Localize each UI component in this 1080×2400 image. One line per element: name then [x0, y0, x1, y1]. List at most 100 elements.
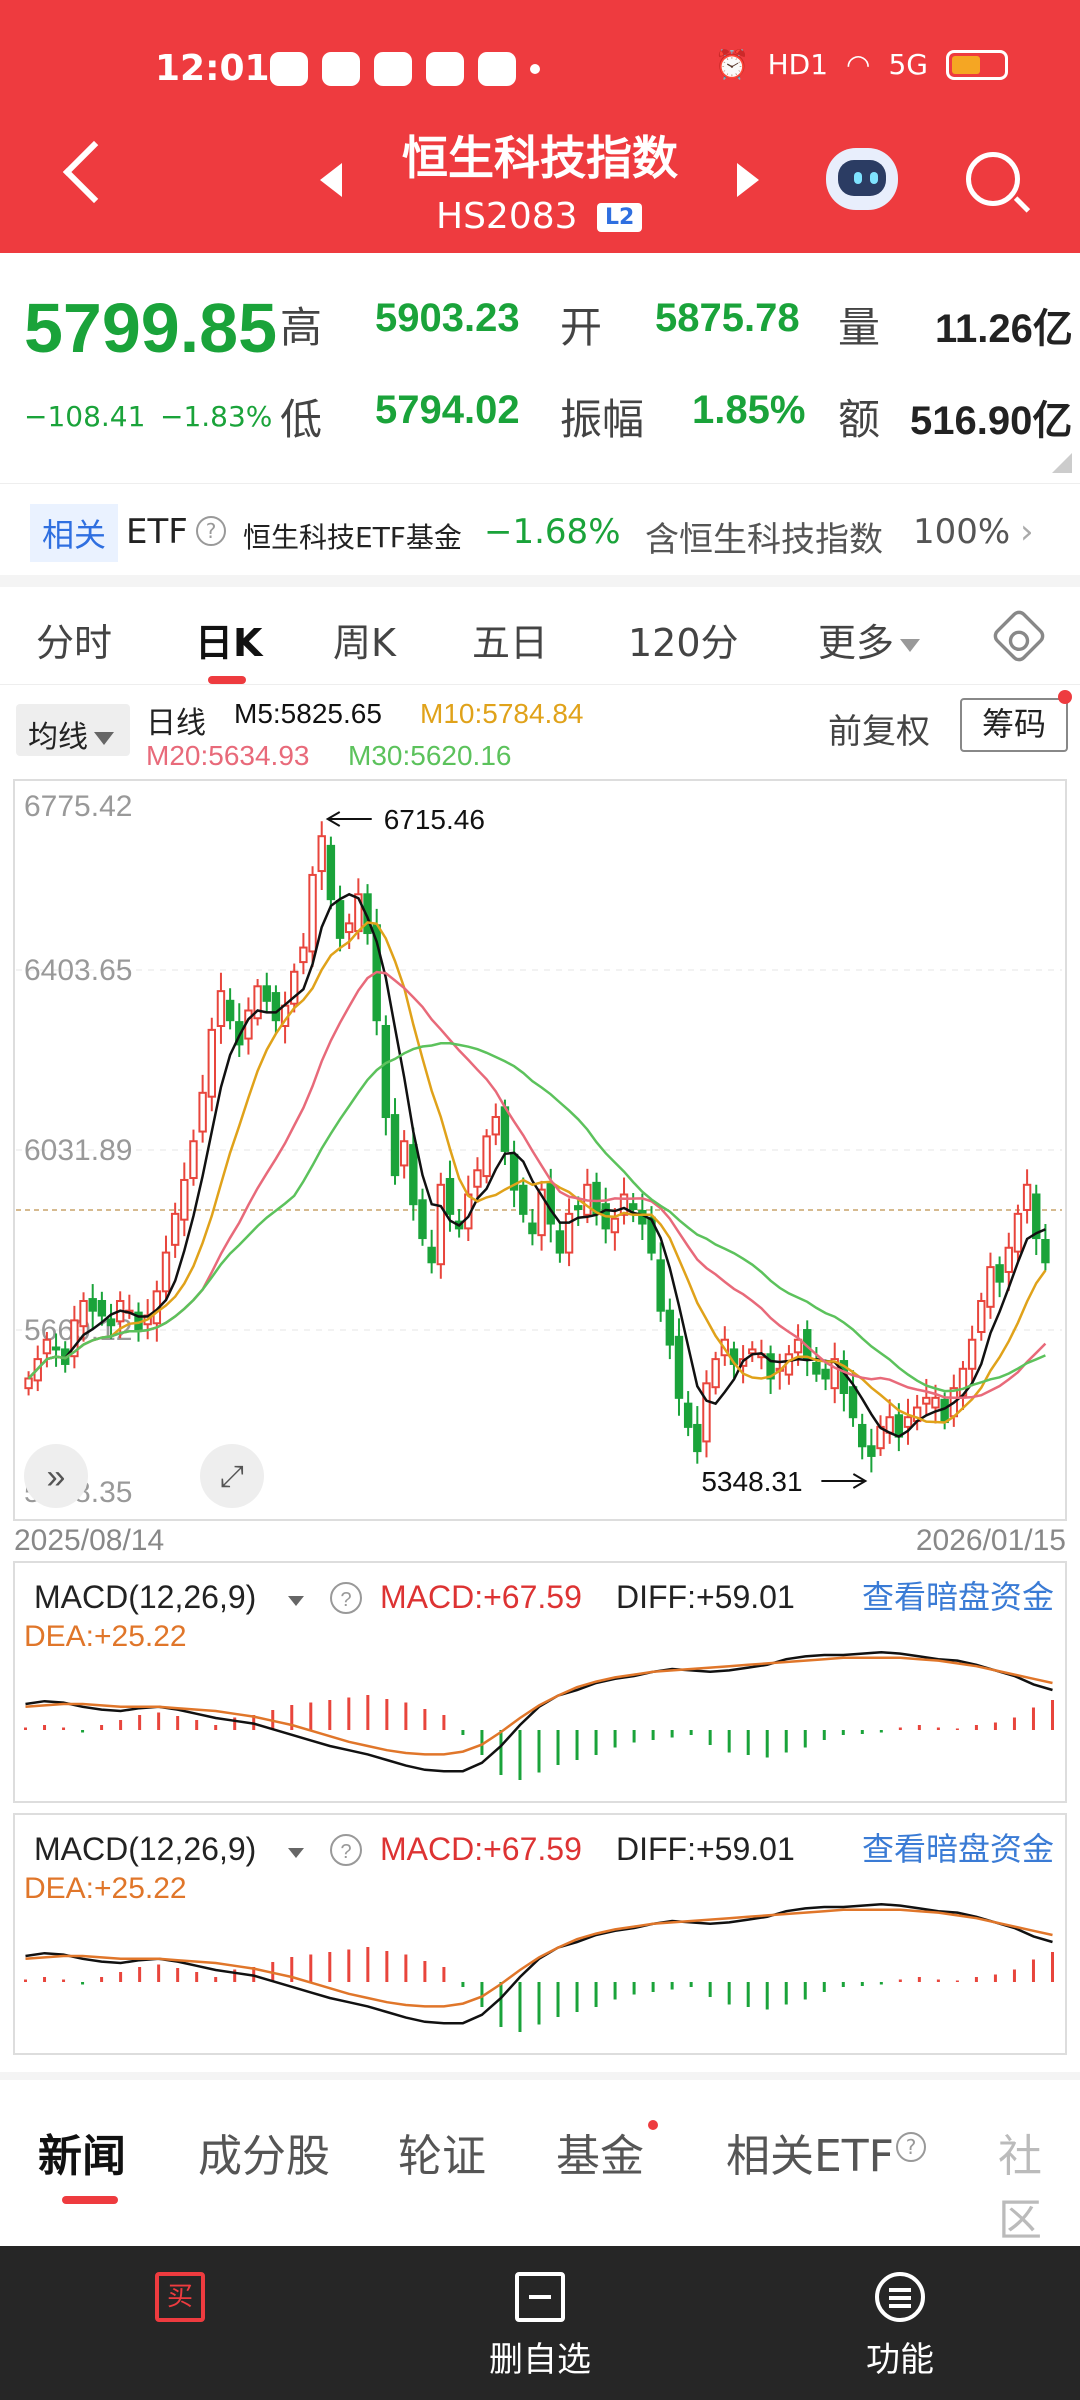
dea-line [25, 1908, 1053, 2008]
candle-down [894, 1414, 904, 1438]
menu-icon [875, 2272, 925, 2322]
open-label: 开 [560, 303, 603, 352]
tab-more-label: 更多 [818, 621, 895, 665]
chip-distribution-button[interactable]: 筹码 [960, 698, 1068, 752]
buy-button[interactable]: 买 [80, 2272, 280, 2332]
tab-funds[interactable]: 基金 [556, 2131, 644, 2182]
candle-down [848, 1386, 858, 1419]
candle-down [857, 1423, 867, 1448]
double-chevron-icon: » [47, 1458, 66, 1496]
app-header: 12:01 ⏰ HD1 ◠ 5G 恒生科技指数 HS2083 L2 [0, 0, 1080, 253]
candle-down [766, 1353, 775, 1380]
chart-frame [13, 779, 1067, 1521]
diff-value: DIFF:+59.01 [616, 1831, 795, 1867]
fullscreen-button[interactable] [200, 1444, 264, 1508]
amount-label: 额 [838, 395, 881, 444]
dark-pool-link[interactable]: 查看暗盘资金 [862, 1831, 1054, 1867]
max-arrow-head [325, 811, 341, 827]
status-time: 12:01 [155, 48, 270, 89]
adjust-label[interactable]: 前复权 [828, 713, 930, 751]
tab-weekly-k[interactable]: 周K [333, 621, 396, 665]
candle-up [42, 1338, 52, 1355]
candle-down [225, 999, 235, 1022]
tab-news[interactable]: 新闻 [38, 2131, 126, 2182]
expand-corner-icon[interactable] [1052, 453, 1072, 473]
candle-up [290, 970, 299, 1005]
wifi-icon: ◠ [846, 48, 871, 81]
y-tick-label: 6775.42 [24, 790, 132, 823]
app-notification-icon [270, 52, 308, 86]
candle-down [88, 1298, 97, 1312]
signal-5g: 5G [888, 48, 928, 81]
tab-warrants[interactable]: 轮证 [398, 2131, 486, 2182]
tab-daily-k[interactable]: 日K [195, 621, 263, 665]
candle-up [977, 1300, 986, 1333]
help-icon[interactable]: ? [896, 2132, 926, 2162]
price-change-pct: −1.83% [160, 400, 273, 433]
search-icon[interactable] [966, 152, 1020, 206]
notification-dot [1058, 690, 1072, 704]
volume-value: 11.26亿 [935, 307, 1073, 351]
candle-up [711, 1358, 720, 1389]
stock-code: HS2083 [436, 196, 578, 237]
previous-stock-icon[interactable] [320, 163, 342, 197]
candle-down [821, 1368, 830, 1380]
candle-down [271, 992, 281, 1022]
expand-left-button[interactable] [24, 1444, 88, 1508]
candle-up [1022, 1183, 1032, 1211]
next-stock-icon[interactable] [737, 163, 759, 197]
candle-up [986, 1266, 995, 1308]
related-tag: 相关 [30, 504, 119, 562]
ma10-value: M10:5784.84 [420, 698, 584, 729]
tab-constituents[interactable]: 成分股 [198, 2131, 330, 2182]
candle-down [940, 1398, 949, 1424]
y-tick-label: 6403.65 [24, 954, 132, 987]
candle-down [546, 1182, 555, 1225]
candle-down [427, 1246, 436, 1264]
candle-up [344, 922, 354, 934]
candle-up [967, 1338, 977, 1370]
tab-more[interactable]: 更多 [818, 612, 921, 667]
etf-fund-name: 恒生科技ETF基金 [243, 521, 462, 554]
help-icon [330, 1582, 362, 1614]
candle-up [308, 873, 317, 953]
page-title: 恒生科技指数 [402, 131, 678, 185]
candle-down [326, 844, 336, 901]
high-value: 5903.23 [375, 296, 520, 340]
dea-line [25, 1656, 1053, 1756]
ai-assistant-icon[interactable] [826, 148, 898, 210]
candle-up [24, 1377, 33, 1390]
candle-up [482, 1135, 491, 1178]
candle-up [70, 1319, 79, 1358]
candle-down [693, 1423, 702, 1453]
related-etf-bar[interactable]: 相关 ETF ? 恒生科技ETF基金 −1.68% 含恒生科技指数 100% › [0, 483, 1080, 575]
candle-up [79, 1300, 88, 1328]
candle-up [299, 946, 308, 964]
function-button[interactable]: 功能 [800, 2272, 1000, 2381]
app-notification-icon [426, 52, 464, 86]
tab-funds-dot [648, 2120, 658, 2130]
candle-down [665, 1309, 675, 1346]
candle-up [180, 1178, 189, 1221]
candle-up [610, 1217, 620, 1234]
ma5-line [27, 892, 1046, 1439]
tab-related-etf[interactable]: 相关ETF [726, 2131, 894, 2182]
candle-up [473, 1169, 482, 1188]
remove-watchlist-button[interactable]: 删自选 [440, 2272, 640, 2381]
macd-indicator-label[interactable]: MACD(12,26,9) [34, 1579, 256, 1615]
macd-indicator-label[interactable]: MACD(12,26,9) [34, 1831, 256, 1867]
macd-panel-2[interactable]: MACD(12,26,9)? MACD:+67.59 DIFF:+59.01 查看暗盘… [0, 1810, 1080, 2060]
dark-pool-link[interactable]: 查看暗盘资金 [862, 1579, 1054, 1615]
tab-intraday[interactable]: 分时 [36, 621, 113, 665]
help-icon[interactable]: ? [196, 516, 226, 546]
tab-120min[interactable]: 120分 [628, 621, 739, 665]
tab-five-day[interactable]: 五日 [472, 621, 549, 665]
candle-down [528, 1222, 537, 1235]
ma-select-button[interactable]: 均线 [16, 704, 130, 756]
low-value: 5794.02 [375, 388, 520, 432]
etf-fund-change: −1.68% [484, 512, 621, 552]
macd-value: MACD:+67.59 [380, 1579, 582, 1615]
macd-panel-1[interactable]: MACD(12,26,9)? MACD:+67.59 DIFF:+59.01 查看暗盘… [0, 1558, 1080, 1808]
tab-community[interactable]: 社区 [998, 2131, 1042, 2246]
